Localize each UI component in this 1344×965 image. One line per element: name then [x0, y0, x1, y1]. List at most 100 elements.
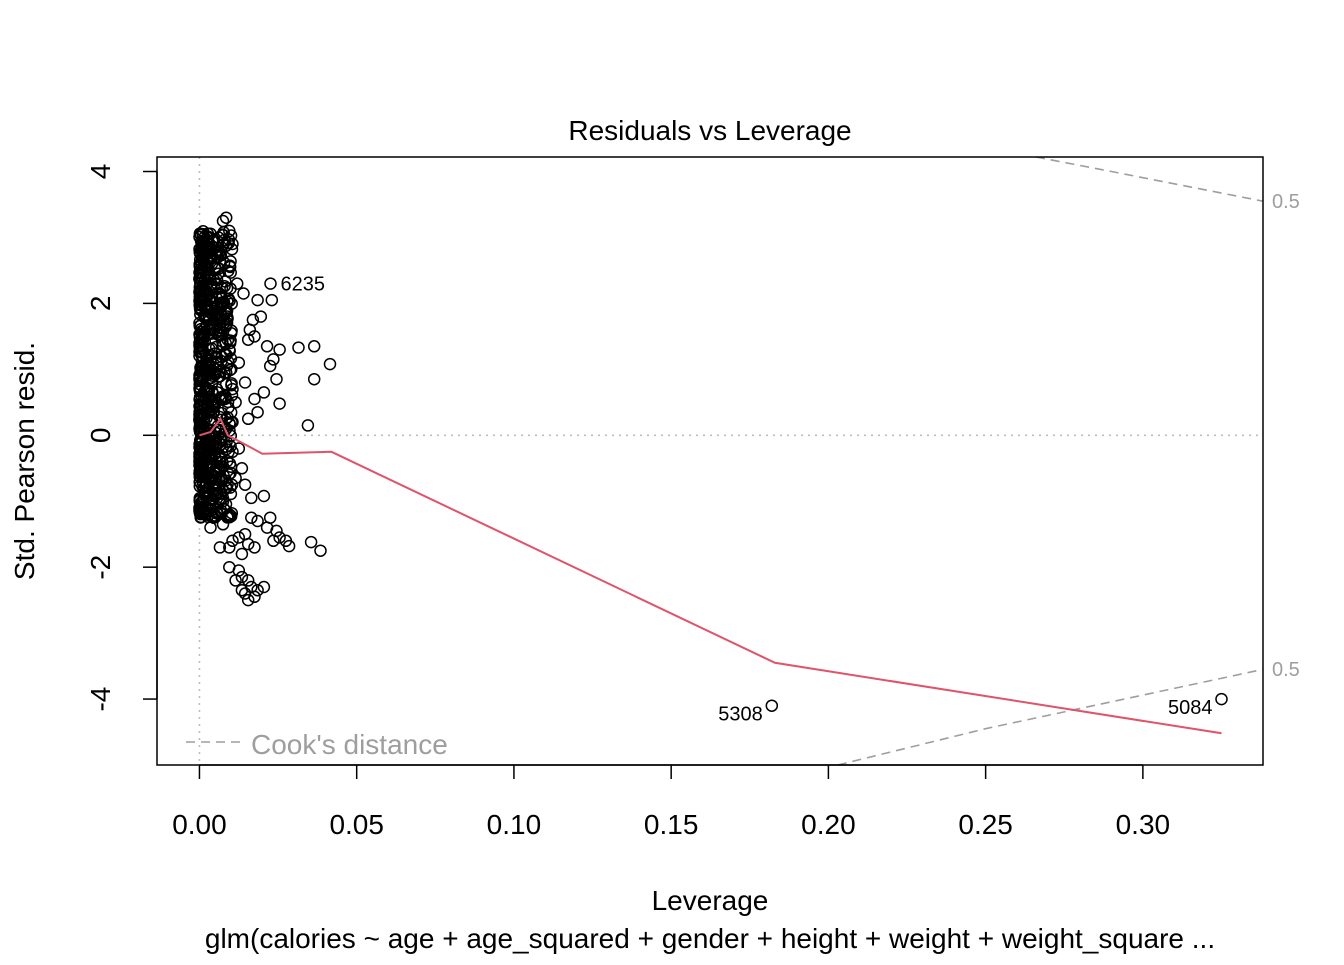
data-point — [197, 468, 211, 482]
data-point — [216, 518, 230, 531]
data-point — [216, 494, 230, 508]
data-point — [210, 307, 223, 320]
smoother-line — [199, 416, 1222, 735]
cloud-point — [196, 251, 209, 264]
data-point — [201, 501, 214, 515]
cloud-point — [224, 266, 237, 279]
data-point — [212, 267, 225, 280]
cloud-point — [224, 326, 238, 340]
chart-title: Residuals vs Leverage — [568, 115, 851, 146]
data-point — [264, 277, 277, 290]
y-tick-label: -4 — [85, 687, 116, 712]
data-point — [270, 372, 283, 386]
x-tick-label: 0.05 — [329, 809, 384, 840]
data-point — [323, 357, 337, 371]
data-point — [267, 534, 280, 548]
data-point — [260, 521, 274, 534]
data-point — [204, 323, 217, 337]
y-tick-label: 4 — [85, 164, 116, 180]
x-tick-label: 0.10 — [487, 809, 542, 840]
data-point — [304, 535, 318, 549]
data-point — [229, 396, 242, 409]
data-point — [213, 290, 227, 304]
data-point — [201, 382, 214, 396]
data-point — [307, 340, 321, 353]
data-point — [273, 343, 286, 356]
cook-contour-label-lower: 0.5 — [1272, 659, 1300, 681]
legend-label: Cook's distance — [251, 729, 448, 760]
cloud-point — [224, 334, 237, 347]
data-point — [1215, 692, 1228, 706]
cloud-point — [193, 494, 206, 508]
data-point — [248, 590, 261, 604]
data-point — [241, 574, 255, 587]
data-point — [257, 580, 271, 594]
data-point — [232, 531, 246, 544]
data-point — [232, 356, 246, 369]
data-point — [219, 366, 233, 379]
data-point — [226, 534, 239, 548]
data-point — [223, 343, 236, 356]
data-point — [207, 241, 220, 254]
x-tick-label: 0.00 — [172, 809, 227, 840]
cook-contour-upper — [1035, 157, 1263, 202]
data-point — [226, 445, 239, 459]
data-point — [238, 478, 252, 491]
point-label-5308: 5308 — [718, 704, 763, 726]
data-point — [223, 224, 236, 238]
cloud-point — [225, 297, 238, 310]
data-point — [223, 508, 236, 521]
data-point — [267, 353, 280, 366]
cloud-point — [220, 454, 234, 468]
cloud-point — [215, 406, 229, 420]
data-point — [251, 293, 264, 307]
cloud-point — [212, 461, 226, 475]
cloud-point — [204, 280, 218, 293]
data-point — [263, 359, 277, 373]
data-point — [197, 257, 211, 271]
data-point — [307, 372, 321, 386]
cook-contour-lower — [837, 668, 1263, 765]
cloud-point — [206, 369, 219, 383]
plot-frame — [156, 156, 1264, 766]
data-point — [230, 277, 244, 290]
data-point — [241, 593, 255, 607]
y-tick-label: -2 — [85, 555, 116, 580]
data-point — [241, 412, 255, 426]
data-point — [229, 574, 242, 587]
cloud-point — [200, 302, 213, 316]
cloud-point — [210, 277, 223, 290]
cook-contour-label-upper: 0.5 — [1272, 191, 1300, 213]
cloud-point — [225, 377, 238, 390]
data-point — [314, 544, 327, 557]
data-point — [248, 541, 261, 554]
data-point — [251, 514, 264, 528]
cloud-point — [218, 280, 231, 293]
cloud-point — [194, 228, 207, 241]
data-point — [207, 405, 220, 419]
data-point — [245, 491, 258, 505]
x-axis-label: Leverage — [652, 885, 769, 916]
cloud-point — [203, 342, 216, 356]
data-point — [216, 326, 230, 340]
cloud-point — [194, 243, 208, 257]
data-point — [257, 386, 271, 399]
cloud-point — [193, 272, 206, 285]
cloud-point — [210, 273, 224, 287]
data-point — [219, 422, 233, 435]
data-point — [238, 376, 252, 389]
data-point — [223, 541, 236, 554]
data-point — [226, 415, 239, 429]
data-point — [204, 521, 217, 534]
cloud-point — [197, 456, 211, 470]
point-labels: 6235 5308 5084 — [281, 274, 1213, 726]
data-point — [765, 699, 779, 712]
data-point — [245, 511, 258, 524]
cloud-point — [202, 430, 215, 443]
cloud-point — [219, 275, 232, 288]
data-point — [226, 382, 239, 396]
data-point — [229, 471, 242, 485]
cloud-point — [200, 475, 213, 489]
data-point — [241, 333, 255, 346]
